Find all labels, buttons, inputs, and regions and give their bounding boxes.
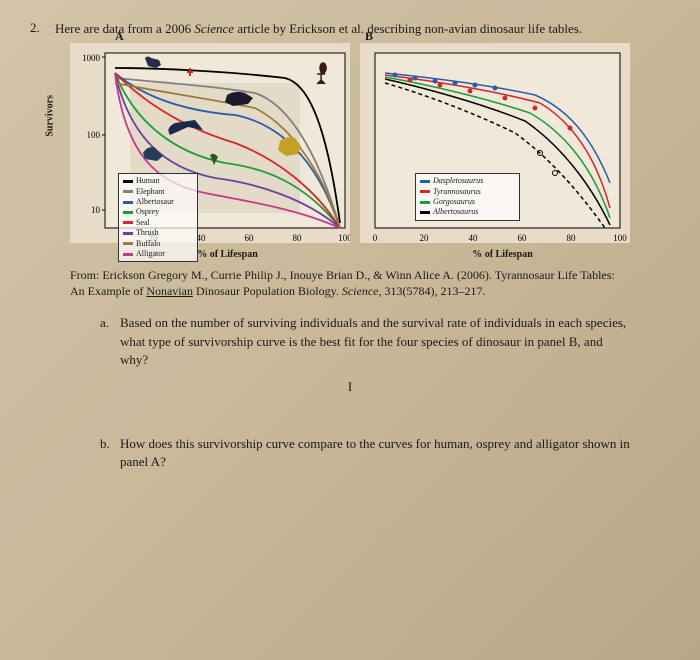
xtick-a80: 80: [293, 233, 303, 243]
legend-item: Human: [123, 176, 193, 186]
legend-item: Buffalo: [123, 239, 193, 249]
ytick-1000: 1000: [82, 53, 101, 63]
subq-b-text: How does this survivorship curve compare…: [120, 435, 630, 471]
chart-a-wrap: A Survivors 1000 100 10: [70, 43, 350, 260]
ytick-10: 10: [91, 205, 101, 215]
subquestion-a: a. Based on the number of surviving indi…: [100, 314, 630, 369]
legend-item: Elephant: [123, 187, 193, 197]
xtick-b60: 60: [518, 233, 528, 243]
chart-a-svg: 1000 100 10 20 40 60 80: [70, 43, 350, 243]
chart-a-ylabel: Survivors: [45, 95, 56, 137]
xtick-a100: 100: [338, 233, 350, 243]
xtick-b20: 20: [420, 233, 430, 243]
legend-item: Alligator: [123, 249, 193, 259]
subq-a-text: Based on the number of surviving individ…: [120, 314, 630, 369]
citation-journal: Science: [342, 284, 379, 298]
citation-suffix: Dinosaur Population Biology.: [193, 284, 342, 298]
legend-item: Osprey: [123, 207, 193, 217]
legend-item: Daspletosaurus: [420, 176, 515, 186]
q-prefix: Here are data from a 2006: [55, 21, 194, 36]
legend-item: Gorgosaurus: [420, 197, 515, 207]
ytick-100: 100: [87, 130, 101, 140]
chart-b-legend: DaspletosaurusTyrannosaurusGorgosaurusAl…: [415, 173, 520, 221]
legend-item: Albertosaurus: [420, 207, 515, 217]
question-header: 2. Here are data from a 2006 Science art…: [30, 20, 670, 38]
xtick-a60: 60: [245, 233, 255, 243]
citation-underlined: Nonavian: [146, 284, 193, 298]
panel-a-label: A: [115, 29, 124, 44]
legend-item: Seal: [123, 218, 193, 228]
xtick-b80: 80: [567, 233, 577, 243]
q-journal: Science: [194, 21, 234, 36]
legend-item: Tyrannosaurus: [420, 187, 515, 197]
xtick-b0: 0: [373, 233, 378, 243]
charts-container: A Survivors 1000 100 10: [70, 43, 670, 260]
chart-a-legend: HumanElephantAlbertosaurOspreySealThrush…: [118, 173, 198, 262]
q-suffix: article by Erickson et al. describing no…: [237, 21, 582, 36]
citation: From: Erickson Gregory M., Currie Philip…: [70, 268, 630, 299]
subq-a-letter: a.: [100, 314, 120, 369]
citation-rest: , 313(5784), 213–217.: [379, 284, 486, 298]
legend-item: Thrush: [123, 228, 193, 238]
legend-item: Albertosaur: [123, 197, 193, 207]
question-number: 2.: [30, 20, 55, 38]
chart-b-wrap: B 0 20 40 60 80 100 % of Lifespan Dasple…: [360, 43, 630, 260]
subquestion-b: b. How does this survivorship curve comp…: [100, 435, 630, 471]
chart-b-xlabel: % of Lifespan: [375, 249, 630, 260]
xtick-b40: 40: [469, 233, 479, 243]
text-cursor: I: [30, 379, 670, 395]
question-text: Here are data from a 2006 Science articl…: [55, 20, 670, 38]
subq-b-letter: b.: [100, 435, 120, 471]
xtick-b100: 100: [613, 233, 627, 243]
panel-b-label: B: [365, 29, 373, 44]
